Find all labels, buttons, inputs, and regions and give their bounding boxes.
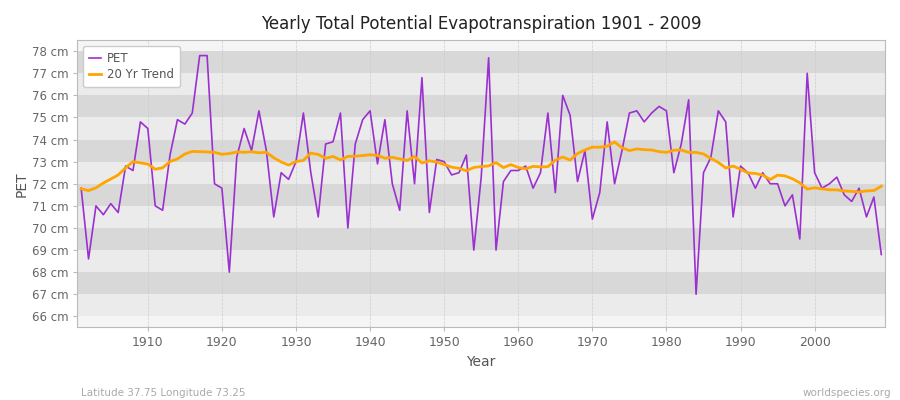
PET bbox=[350, 142, 361, 146]
X-axis label: Year: Year bbox=[466, 355, 496, 369]
Y-axis label: PET: PET bbox=[15, 171, 29, 196]
Bar bbox=[77, 206, 885, 228]
PET bbox=[876, 252, 886, 257]
Title: Yearly Total Potential Evapotranspiration 1901 - 2009: Yearly Total Potential Evapotranspiratio… bbox=[261, 15, 701, 33]
20 Yr Trend bbox=[506, 162, 517, 167]
20 Yr Trend bbox=[135, 160, 146, 165]
PET bbox=[609, 181, 620, 186]
20 Yr Trend bbox=[609, 140, 620, 144]
PET bbox=[520, 164, 531, 168]
Line: PET: PET bbox=[81, 56, 881, 294]
20 Yr Trend bbox=[513, 165, 524, 170]
PET bbox=[135, 120, 146, 124]
Bar bbox=[77, 228, 885, 250]
Text: Latitude 37.75 Longitude 73.25: Latitude 37.75 Longitude 73.25 bbox=[81, 388, 246, 398]
Line: 20 Yr Trend: 20 Yr Trend bbox=[81, 142, 881, 192]
Bar bbox=[77, 95, 885, 118]
PET bbox=[513, 168, 524, 173]
20 Yr Trend bbox=[602, 144, 613, 148]
Bar bbox=[77, 51, 885, 73]
20 Yr Trend bbox=[298, 158, 309, 163]
PET bbox=[194, 53, 205, 58]
20 Yr Trend bbox=[343, 154, 354, 159]
Bar bbox=[77, 140, 885, 162]
Text: worldspecies.org: worldspecies.org bbox=[803, 388, 891, 398]
Bar bbox=[77, 162, 885, 184]
Bar bbox=[77, 118, 885, 140]
PET bbox=[690, 292, 701, 297]
20 Yr Trend bbox=[76, 186, 86, 191]
20 Yr Trend bbox=[854, 190, 865, 194]
20 Yr Trend bbox=[876, 184, 886, 188]
Bar bbox=[77, 294, 885, 316]
Bar bbox=[77, 184, 885, 206]
Legend: PET, 20 Yr Trend: PET, 20 Yr Trend bbox=[84, 46, 180, 87]
Bar bbox=[77, 272, 885, 294]
Bar bbox=[77, 250, 885, 272]
PET bbox=[76, 186, 86, 190]
PET bbox=[305, 170, 316, 175]
Bar bbox=[77, 73, 885, 95]
